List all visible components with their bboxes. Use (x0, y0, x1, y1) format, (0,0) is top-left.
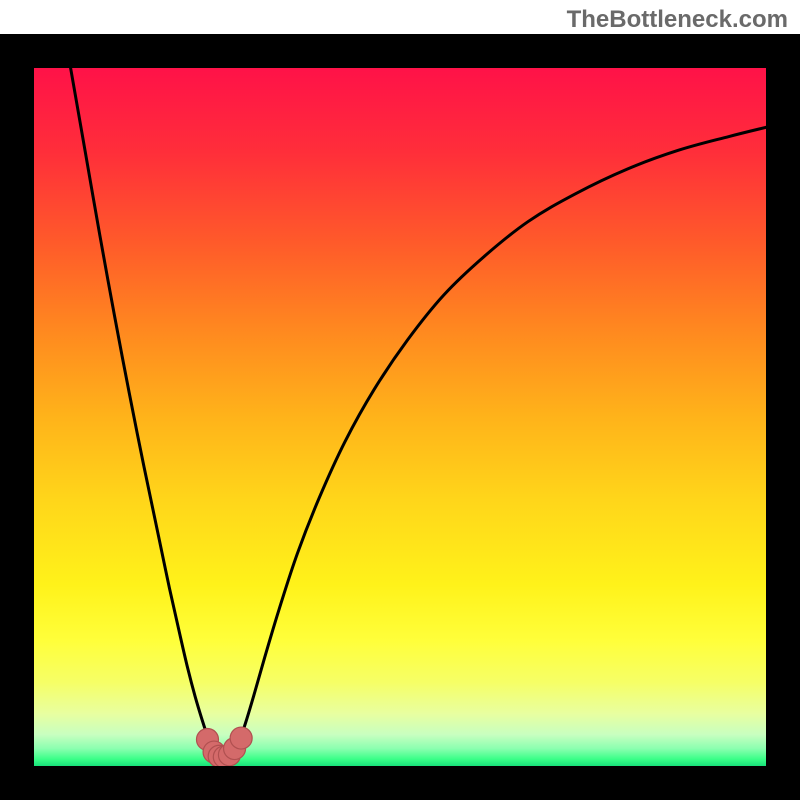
watermark-text: TheBottleneck.com (567, 6, 788, 34)
chart-stage: TheBottleneck.com (0, 0, 800, 800)
plot-background (34, 68, 766, 766)
